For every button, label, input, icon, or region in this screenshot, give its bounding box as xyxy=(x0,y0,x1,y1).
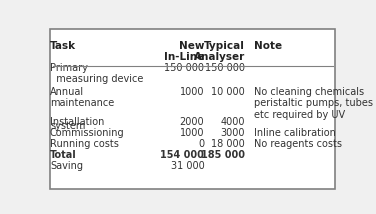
Text: Task: Task xyxy=(50,40,76,51)
Text: 18 000: 18 000 xyxy=(211,139,245,149)
Text: 1000: 1000 xyxy=(180,128,205,138)
Text: Installation: Installation xyxy=(50,117,104,127)
Text: Note: Note xyxy=(254,40,282,51)
Text: 150 000: 150 000 xyxy=(205,63,245,73)
Text: 185 000: 185 000 xyxy=(201,150,245,160)
Text: 31 000: 31 000 xyxy=(171,161,205,171)
Text: New
In-Line: New In-Line xyxy=(164,40,205,62)
Text: 2000: 2000 xyxy=(180,117,205,127)
Text: Commissioning: Commissioning xyxy=(50,128,124,138)
Text: 4000: 4000 xyxy=(221,117,245,127)
Text: Inline calibration: Inline calibration xyxy=(254,128,336,138)
Text: Total: Total xyxy=(50,150,77,160)
Text: 0: 0 xyxy=(198,139,205,149)
Text: 154 000: 154 000 xyxy=(161,150,205,160)
FancyBboxPatch shape xyxy=(50,29,335,189)
Text: No cleaning chemicals
peristaltic pumps, tubes
etc required by UV: No cleaning chemicals peristaltic pumps,… xyxy=(254,87,373,120)
Text: No reagents costs: No reagents costs xyxy=(254,139,342,149)
Text: Saving: Saving xyxy=(50,161,83,171)
Text: 3000: 3000 xyxy=(221,128,245,138)
Text: Primary
  measuring device: Primary measuring device xyxy=(50,63,143,84)
Text: Running costs: Running costs xyxy=(50,139,119,149)
Text: 10 000: 10 000 xyxy=(211,87,245,97)
Text: 150 000: 150 000 xyxy=(164,63,205,73)
Text: Typical
Analyser: Typical Analyser xyxy=(194,40,245,62)
Text: 1000: 1000 xyxy=(180,87,205,97)
Text: Annual
maintenance

system: Annual maintenance system xyxy=(50,87,114,131)
